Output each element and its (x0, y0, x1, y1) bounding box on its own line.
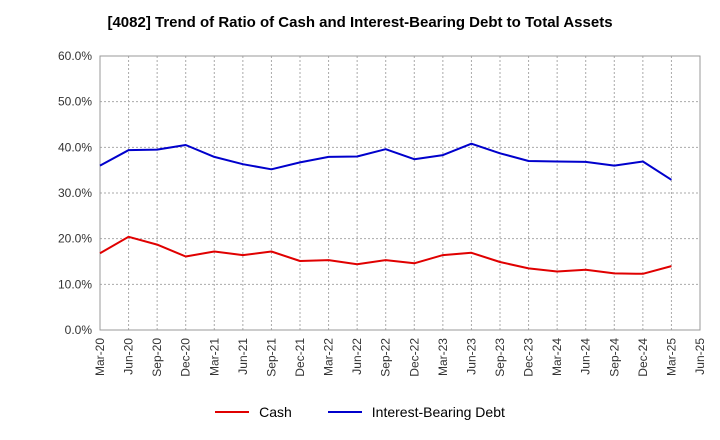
y-tick-label: 0.0% (65, 323, 93, 337)
grid-layer (100, 56, 700, 330)
x-tick-label: Dec-20 (179, 338, 193, 377)
x-tick-label: Dec-23 (522, 338, 536, 377)
x-tick-label: Dec-24 (636, 338, 650, 377)
x-tick-label: Mar-23 (436, 338, 450, 376)
x-tick-label: Mar-24 (550, 338, 564, 376)
x-tick-label: Jun-23 (464, 338, 478, 375)
legend: Cash Interest-Bearing Debt (0, 404, 720, 420)
x-tick-label: Sep-22 (379, 338, 393, 377)
y-tick-label: 60.0% (58, 49, 92, 63)
y-tick-label: 20.0% (58, 232, 92, 246)
x-tick-label: Sep-24 (607, 338, 621, 377)
x-tick-label: Sep-23 (493, 338, 507, 377)
x-tick-label: Mar-21 (207, 338, 221, 376)
y-tick-label: 30.0% (58, 186, 92, 200)
x-axis-ticks: Mar-20 Jun-20 Sep-20 Dec-20 Mar-21 Jun-21 Sep-… (93, 338, 707, 377)
y-tick-label: 50.0% (58, 95, 92, 109)
y-tick-label: 10.0% (58, 277, 92, 291)
x-tick-label: Mar-22 (322, 338, 336, 376)
x-tick-label: Jun-21 (236, 338, 250, 375)
y-axis-ticks: 0.0% 10.0% 20.0% 30.0% 40.0% 50.0% 60.0% (58, 49, 92, 337)
legend-label-debt: Interest-Bearing Debt (371, 404, 505, 420)
series-layer (99, 142, 672, 275)
plot-area (99, 55, 701, 331)
x-tick-label: Sep-20 (150, 338, 164, 377)
x-tick-label: Jun-20 (122, 338, 136, 375)
legend-swatch-debt (327, 411, 362, 413)
legend-swatch-cash (215, 411, 250, 413)
x-tick-label: Jun-25 (693, 338, 707, 375)
y-tick-label: 40.0% (58, 140, 92, 154)
chart-title: [4082] Trend of Ratio of Cash and Intere… (107, 14, 613, 31)
x-tick-label: Jun-24 (579, 338, 593, 375)
legend-label-cash: Cash (259, 404, 292, 420)
x-tick-label: Jun-22 (350, 338, 364, 375)
legend-item-cash: Cash (215, 404, 292, 420)
x-tick-label: Dec-22 (407, 338, 421, 377)
x-tick-label: Sep-21 (264, 338, 278, 377)
x-tick-label: Mar-20 (93, 338, 107, 376)
x-tick-label: Mar-25 (664, 338, 678, 376)
legend-item-debt: Interest-Bearing Debt (327, 404, 505, 420)
x-tick-label: Dec-21 (293, 338, 307, 377)
